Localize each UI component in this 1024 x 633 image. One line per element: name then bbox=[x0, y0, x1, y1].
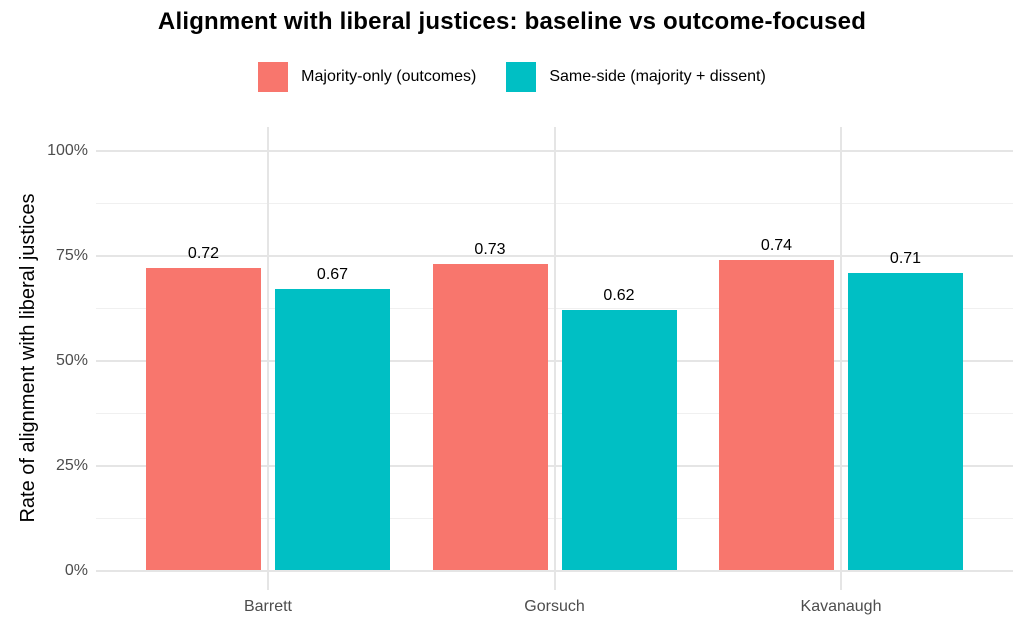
chart-title: Alignment with liberal justices: baselin… bbox=[157, 8, 867, 35]
gridline-vertical bbox=[840, 127, 842, 590]
y-tick-label: 75% bbox=[55, 246, 88, 264]
x-tick-label: Kavanaugh bbox=[800, 598, 882, 615]
y-tick-label: 100% bbox=[47, 142, 88, 159]
gridline-vertical bbox=[267, 127, 269, 590]
gridline-vertical bbox=[553, 127, 556, 590]
bar-value-label: 0.72 bbox=[187, 245, 220, 263]
legend-swatch bbox=[258, 61, 289, 92]
y-tick-label: 25% bbox=[55, 456, 88, 474]
bar bbox=[275, 289, 390, 571]
bar bbox=[561, 310, 677, 571]
bar-value-label: 0.71 bbox=[889, 249, 922, 267]
y-tick-label: 0% bbox=[64, 561, 88, 579]
y-tick-label: 50% bbox=[55, 351, 88, 369]
bar-value-label: 0.74 bbox=[760, 237, 793, 255]
bar bbox=[146, 268, 261, 571]
chart-legend: Majority-only (outcomes) Same-side (major… bbox=[0, 61, 1024, 92]
x-tick-label: Gorsuch bbox=[524, 598, 585, 615]
chart-panel: 0.72 0.73 0.74 0.67 0.62 0.71 bbox=[96, 127, 1013, 590]
bar-value-label: 0.73 bbox=[474, 241, 506, 259]
legend-label: Majority-only (outcomes) bbox=[301, 67, 477, 85]
bar bbox=[848, 272, 963, 571]
x-tick-label: Barrett bbox=[243, 598, 292, 615]
legend-item: Majority-only (outcomes) bbox=[258, 61, 477, 92]
bar-value-label: 0.67 bbox=[316, 266, 349, 284]
bar bbox=[432, 264, 548, 571]
bar-value-label: 0.62 bbox=[603, 287, 635, 305]
legend-item: Same-side (majority + dissent) bbox=[506, 61, 766, 92]
legend-swatch bbox=[506, 61, 537, 92]
legend-label: Same-side (majority + dissent) bbox=[549, 67, 766, 85]
bar bbox=[719, 260, 834, 571]
